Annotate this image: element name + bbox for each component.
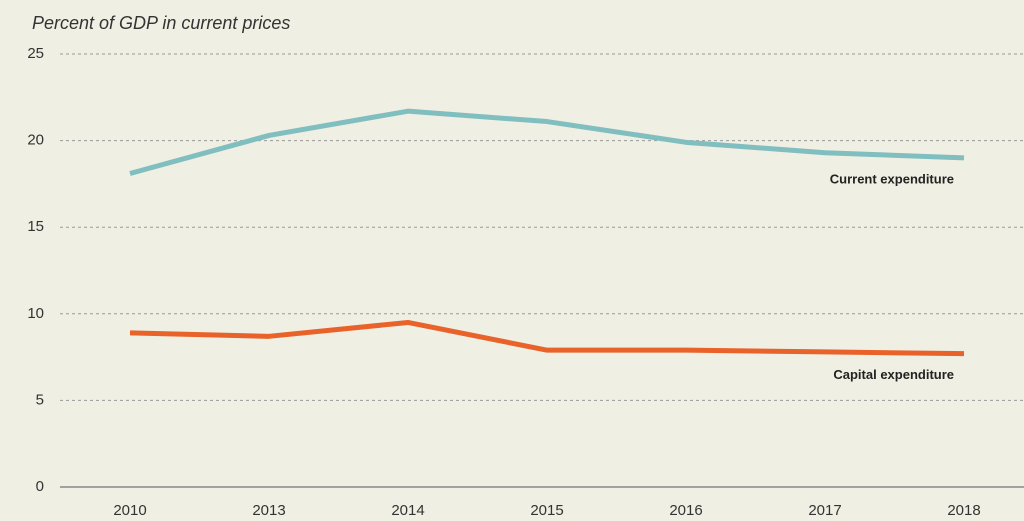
x-tick-label: 2014 xyxy=(391,502,424,519)
x-tick-label: 2015 xyxy=(530,502,563,519)
x-tick-label: 2018 xyxy=(947,502,980,519)
y-tick-label: 15 xyxy=(27,218,44,235)
x-tick-label: 2016 xyxy=(669,502,702,519)
series-label: Current expenditure xyxy=(830,171,954,186)
x-tick-label: 2010 xyxy=(113,502,146,519)
y-tick-label: 20 xyxy=(27,132,44,149)
y-tick-label: 5 xyxy=(36,391,44,408)
series-line xyxy=(129,108,965,176)
x-tick-label: 2017 xyxy=(808,502,841,519)
y-tick-label: 25 xyxy=(27,45,44,62)
chart-subtitle: Percent of GDP in current prices xyxy=(32,13,290,33)
y-tick-label: 0 xyxy=(36,478,44,495)
series-line xyxy=(129,319,965,357)
series-label: Capital expenditure xyxy=(833,367,954,382)
x-tick-label: 2013 xyxy=(252,502,285,519)
y-tick-label: 10 xyxy=(27,305,44,322)
